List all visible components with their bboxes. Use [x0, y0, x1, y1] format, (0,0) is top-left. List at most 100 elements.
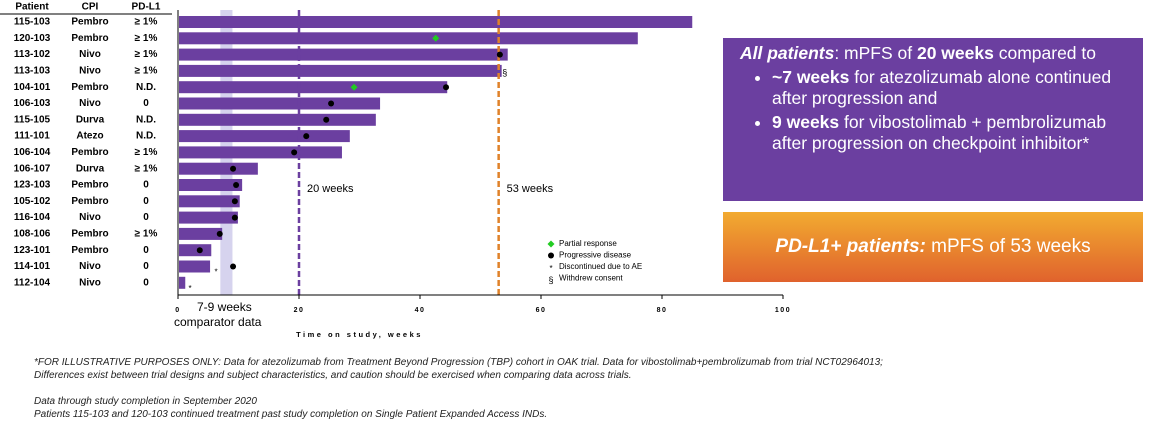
table-cell: 106-103: [14, 98, 51, 109]
bullet-bold: ~7 weeks: [772, 67, 850, 87]
marker-progressive-disease: [496, 51, 503, 58]
marker-progressive-disease: [231, 214, 238, 221]
legend-symbol: [548, 252, 554, 259]
table-cell: Durva: [76, 163, 105, 174]
table-cell: ≥ 1%: [135, 147, 158, 158]
marker-symbol: *: [215, 268, 218, 277]
marker-progressive-disease: [303, 133, 310, 140]
all-patients-callout: All patients: mPFS of 20 weeks compared …: [723, 38, 1143, 201]
table-cell: ≥ 1%: [135, 49, 158, 60]
table-cell: 0: [143, 98, 149, 109]
chart: Patient CPI PD-L1 115-103 Pembro ≥ 1% 120-103 P…: [0, 2, 791, 339]
legend-label: Partial response: [559, 239, 617, 248]
legend-label: Discontinued due to AE: [559, 262, 642, 271]
bar: [179, 32, 638, 45]
legend-label: Withdrew consent: [559, 274, 623, 283]
table-cell: Nivo: [79, 49, 101, 60]
table-header: Patient: [15, 2, 49, 13]
bar: [179, 260, 211, 273]
table-cell: Nivo: [79, 98, 101, 109]
footnote: Patients 115-103 and 120-103 continued t…: [34, 409, 548, 420]
table-cell: ≥ 1%: [135, 66, 158, 77]
table-cell: 0: [143, 277, 149, 288]
bar: [179, 64, 502, 77]
table-cell: Pembro: [71, 82, 108, 93]
x-tick-label: 20: [294, 307, 305, 314]
marker-progressive-disease: [230, 263, 237, 270]
marker-progressive-disease: [216, 230, 223, 237]
table-cell: Pembro: [71, 147, 108, 158]
bar: [179, 146, 342, 159]
bullet-bold: 9 weeks: [772, 112, 840, 132]
marker-partial-response: [432, 34, 440, 42]
table-cell: ≥ 1%: [135, 17, 158, 28]
table-cell: 111-101: [14, 131, 50, 142]
footnotes: *FOR ILLUSTRATIVE PURPOSES ONLY: Data fo…: [34, 356, 883, 421]
callout-text: compared to: [993, 43, 1096, 63]
bar: [179, 97, 381, 110]
table-header: PD-L1: [132, 2, 161, 13]
callout-weeks: 20 weeks: [916, 43, 994, 63]
footnote: *FOR ILLUSTRATIVE PURPOSES ONLY: Data fo…: [34, 357, 883, 368]
comparator-label: 7-9 weeks: [197, 300, 252, 314]
legend-symbol: §: [548, 275, 553, 285]
x-tick-label: 60: [536, 307, 547, 314]
table-cell: 112-104: [14, 277, 51, 288]
table-cell: 116-104: [14, 212, 51, 223]
marker-progressive-disease: [291, 149, 298, 156]
x-tick-label: 80: [657, 307, 668, 314]
table-cell: Pembro: [71, 17, 108, 28]
table-cell: Nivo: [79, 212, 101, 223]
table-cell: ≥ 1%: [135, 163, 158, 174]
marker-progressive-disease: [323, 116, 330, 123]
bar: [179, 244, 212, 257]
bar: [179, 276, 186, 289]
table-cell: 113-103: [14, 66, 51, 77]
callout-text: mPFS of 53 weeks: [925, 236, 1091, 257]
bullet: 9 weeks for vibostolimab + pembrolizumab…: [772, 112, 1129, 154]
marker-partial-response: [350, 83, 358, 91]
bar: [179, 227, 223, 240]
marker-progressive-disease: [443, 84, 450, 91]
reference-label: 53 weeks: [507, 183, 554, 195]
callout-lead: PD-L1+ patients:: [775, 236, 926, 257]
table-cell: 0: [143, 245, 149, 256]
callout-lead: All patients: [740, 43, 835, 63]
callout-bullets: ~7 weeks for atezolizumab alone continue…: [740, 67, 1129, 154]
bar: [179, 179, 243, 191]
table-cell: Nivo: [79, 277, 101, 288]
x-tick-label: 100: [775, 307, 791, 314]
bar: [179, 130, 350, 143]
bullet-text: for atezolizumab alone continued after p…: [772, 67, 1112, 108]
table-cell: 115-103: [14, 17, 51, 28]
bar: [179, 16, 693, 28]
footnote: Differences exist between trial designs …: [34, 370, 632, 381]
table-cell: Pembro: [71, 196, 108, 207]
marker-progressive-disease: [231, 198, 238, 205]
marker-progressive-disease: [233, 182, 240, 188]
table-cell: Atezo: [76, 131, 103, 142]
footnote: Data through study completion in Septemb…: [34, 396, 257, 407]
bar: [179, 48, 508, 61]
legend-symbol: [547, 240, 555, 248]
table-cell: ≥ 1%: [135, 33, 158, 44]
table-cell: 123-101: [14, 245, 51, 256]
table-cell: 113-102: [14, 49, 51, 60]
table-cell: ≥ 1%: [135, 229, 158, 240]
table-cell: N.D.: [136, 131, 156, 142]
bar: [179, 113, 376, 126]
table-cell: 120-103: [14, 33, 51, 44]
table-header: CPI: [82, 2, 99, 13]
x-tick-label: 0: [175, 307, 180, 314]
table-cell: Durva: [76, 114, 105, 125]
bullet: ~7 weeks for atezolizumab alone continue…: [772, 67, 1129, 109]
x-axis-title: Time on study, weeks: [296, 330, 423, 339]
table-cell: 0: [143, 196, 149, 207]
table-cell: 105-102: [14, 196, 51, 207]
pd-l1-callout: PD-L1+ patients: mPFS of 53 weeks: [723, 212, 1143, 282]
table-cell: 106-104: [14, 147, 51, 158]
table-cell: Nivo: [79, 261, 101, 272]
table-cell: 106-107: [14, 163, 51, 174]
marker-progressive-disease: [328, 100, 335, 107]
